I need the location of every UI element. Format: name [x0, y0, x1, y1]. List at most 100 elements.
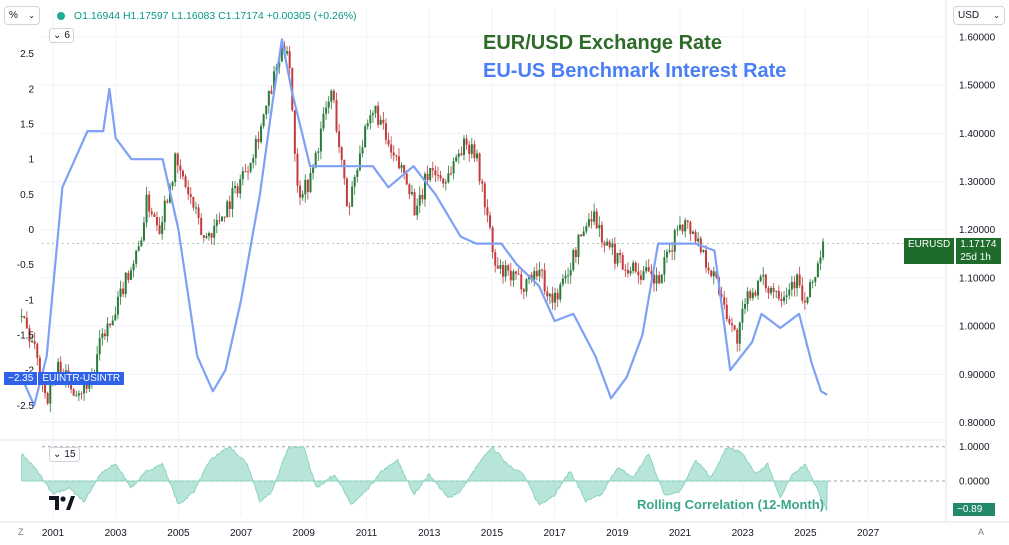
candle-down: [798, 274, 801, 286]
candle-up: [790, 281, 793, 290]
candle-up: [174, 153, 177, 183]
chevron-down-icon: ⌄: [28, 11, 35, 20]
candle-up: [31, 341, 34, 343]
candle-up: [280, 45, 283, 62]
candle-down: [793, 281, 796, 289]
candle-down: [44, 383, 47, 394]
candle-up: [273, 71, 276, 94]
candle-down: [442, 178, 445, 184]
candle-up: [678, 224, 681, 230]
candle-up: [788, 289, 791, 296]
candle-down: [228, 201, 231, 210]
candle-up: [364, 126, 367, 148]
candle-up: [691, 231, 694, 234]
candle-down: [608, 241, 611, 248]
chevron-down-icon: ⌄: [53, 30, 62, 41]
candle-up: [819, 257, 822, 264]
candle-down: [244, 171, 247, 173]
candle-up: [366, 123, 369, 127]
price-tick-label: 1.20000: [959, 225, 996, 236]
candle-down: [551, 293, 554, 303]
candle-down: [481, 181, 484, 184]
candle-up: [783, 296, 786, 302]
candle-down: [772, 287, 775, 292]
candle-down: [46, 393, 49, 404]
candle-down: [486, 207, 489, 216]
candle-down: [36, 343, 39, 358]
eurusd-countdown: 25d 1h: [960, 252, 991, 263]
eurusd-title: EUR/USD Exchange Rate: [483, 32, 722, 54]
candle-down: [109, 323, 112, 326]
x-tick-label: 2015: [481, 528, 504, 539]
candle-down: [626, 269, 629, 274]
candle-up: [369, 115, 372, 124]
tradingview-logo-icon: [49, 496, 75, 510]
auto-scale-icon[interactable]: A: [978, 527, 985, 537]
candle-up: [330, 90, 333, 102]
candle-up: [215, 220, 218, 226]
candle-down: [377, 105, 380, 125]
candle-up: [712, 271, 715, 277]
candle-up: [322, 113, 325, 129]
price-tick-label: 0.80000: [959, 418, 996, 429]
candle-up: [260, 126, 263, 142]
candle-down: [689, 222, 692, 234]
candle-up: [161, 222, 164, 234]
candle-down: [460, 153, 463, 155]
correlation-value-tag: −0.89: [953, 503, 995, 516]
sub-indicator-counter[interactable]: ⌄ 15: [49, 447, 80, 462]
rate-name: EUINTR-USINTR: [38, 372, 125, 385]
main-counter-value: 6: [64, 30, 70, 41]
timezone-icon[interactable]: Z: [18, 527, 24, 537]
candle-down: [28, 328, 31, 342]
candle-down: [348, 206, 351, 208]
candle-up: [457, 153, 460, 158]
tradingview-logo[interactable]: [49, 496, 75, 515]
price-tick-label: 1.50000: [959, 81, 996, 92]
currency-select[interactable]: USD ⌄: [953, 6, 1005, 25]
high-value: H1.17597: [122, 10, 169, 22]
candle-down: [439, 175, 442, 179]
candle-up: [809, 282, 812, 298]
candle-up: [221, 216, 224, 222]
candle-up: [525, 279, 528, 292]
candle-up: [129, 270, 132, 280]
candle-down: [187, 187, 190, 195]
candle-up: [304, 179, 307, 195]
candle-down: [546, 291, 549, 297]
candle-up: [267, 90, 270, 106]
candle-up: [231, 188, 234, 210]
candle-down: [694, 231, 697, 242]
price-tick-label: 1.30000: [959, 177, 996, 188]
left-tick-label: 2: [28, 84, 34, 95]
candle-down: [223, 216, 226, 218]
candle-up: [741, 308, 744, 323]
candle-down: [192, 196, 195, 208]
candle-down: [574, 250, 577, 258]
candle-down: [556, 292, 559, 300]
left-tick-label: 0: [28, 225, 34, 236]
candle-up: [119, 288, 122, 297]
candle-up: [226, 201, 229, 218]
symbol-status-dot: [57, 12, 65, 21]
candle-up: [234, 186, 237, 189]
candle-up: [470, 144, 473, 155]
ohlc-legend: O1.16944 H1.17597 L1.16083 C1.17174 +0.0…: [57, 10, 357, 22]
candle-up: [114, 314, 117, 321]
candle-down: [686, 220, 689, 223]
main-indicator-counter[interactable]: ⌄ 6: [49, 28, 74, 43]
candle-up: [598, 225, 601, 229]
candle-down: [733, 325, 736, 330]
candle-down: [210, 233, 213, 238]
candle-down: [413, 192, 416, 216]
candle-up: [665, 251, 668, 258]
x-tick-label: 2021: [669, 528, 692, 539]
candle-down: [176, 153, 179, 166]
candle-up: [512, 271, 515, 281]
candle-down: [293, 110, 296, 154]
candle-up: [616, 252, 619, 264]
percent-toggle-button[interactable]: % ⌄: [4, 6, 40, 25]
close-value: C1.17174: [218, 10, 264, 22]
candle-down: [332, 90, 335, 100]
